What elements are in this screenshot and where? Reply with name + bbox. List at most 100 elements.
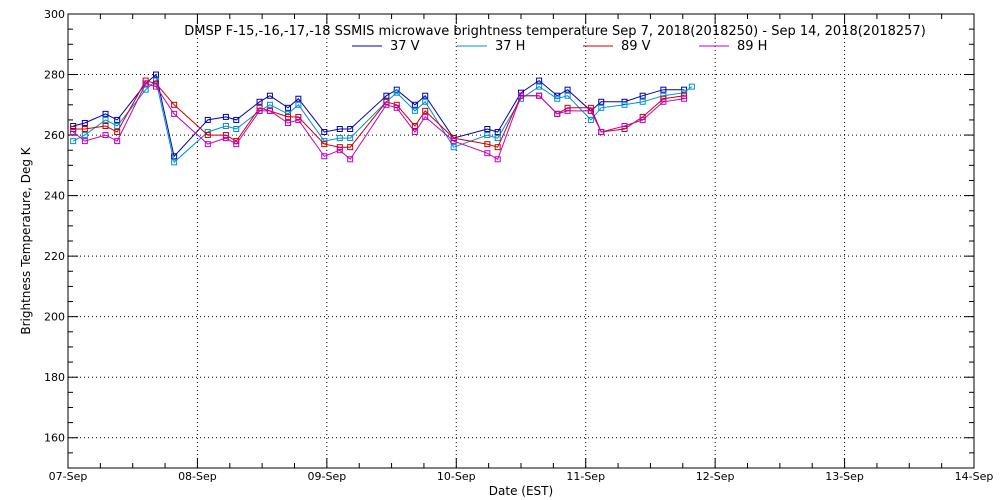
data-point-89-v	[587, 104, 594, 111]
y-tick-label: 280	[44, 69, 65, 82]
data-point-89-v	[621, 126, 628, 133]
x-axis-label: Date (EST)	[489, 484, 553, 498]
data-point-89-h	[422, 113, 429, 120]
data-point-89-h	[639, 116, 646, 123]
data-point-89-h	[598, 129, 605, 136]
legend: 37 V 37 H 89 V 89 H	[352, 39, 767, 54]
x-tick-label: 10-Sep	[437, 470, 476, 483]
data-point-37-v	[102, 110, 109, 117]
data-point-89-h	[383, 101, 390, 108]
x-tick-label: 08-Sep	[178, 470, 217, 483]
x-tick-label: 07-Sep	[49, 470, 88, 483]
y-tick-label: 160	[44, 432, 65, 445]
data-point-89-v	[81, 126, 88, 133]
data-point-37-v	[114, 116, 121, 123]
data-point-37-h	[347, 135, 354, 142]
data-point-37-v	[285, 104, 292, 111]
data-point-89-h	[347, 156, 354, 163]
y-axis-label: Brightness Temperature, Deg K	[19, 146, 33, 334]
y-tick-label: 240	[44, 190, 65, 203]
data-point-37-v	[484, 126, 491, 133]
data-point-89-h	[336, 147, 343, 154]
x-tick-label: 13-Sep	[825, 470, 864, 483]
data-point-89-h	[536, 92, 543, 99]
data-point-89-h	[660, 98, 667, 105]
data-point-89-v	[411, 122, 418, 129]
data-point-37-v	[383, 92, 390, 99]
data-point-37-v	[233, 116, 240, 123]
data-point-37-h	[536, 83, 543, 90]
data-point-37-h	[102, 116, 109, 123]
data-point-37-h	[114, 122, 121, 129]
data-point-37-v	[422, 92, 429, 99]
data-point-89-h	[222, 135, 229, 142]
series-line-37-v	[73, 73, 685, 158]
data-point-89-h	[256, 107, 263, 114]
data-point-37-h	[587, 116, 594, 123]
data-point-37-v	[256, 98, 263, 105]
axis-ticks: 07-Sep 08-Sep 09-Sep 10-Sep 11-Sep 12-Sep 13-S…	[44, 8, 993, 483]
data-point-89-h	[233, 141, 240, 148]
data-point-89-h	[70, 129, 77, 136]
data-point-89-h	[266, 107, 273, 114]
data-point-37-h	[81, 132, 88, 139]
data-point-89-h	[153, 83, 160, 90]
data-point-89-v	[564, 104, 571, 111]
data-series	[70, 71, 695, 166]
data-point-89-h	[295, 116, 302, 123]
data-point-89-v	[681, 92, 688, 99]
data-point-37-v	[660, 86, 667, 93]
x-tick-label: 11-Sep	[566, 470, 605, 483]
data-point-89-v	[484, 141, 491, 148]
data-point-37-v	[536, 77, 543, 84]
y-tick-label: 300	[44, 8, 65, 21]
data-point-89-v	[422, 107, 429, 114]
x-tick-label: 12-Sep	[696, 470, 735, 483]
data-point-37-v	[266, 92, 273, 99]
data-point-37-v	[347, 126, 354, 133]
data-point-37-h	[598, 104, 605, 111]
data-point-37-v	[204, 116, 211, 123]
data-point-89-v	[171, 101, 178, 108]
data-point-89-h	[321, 153, 328, 160]
data-point-37-h	[266, 101, 273, 108]
data-point-89-h	[681, 95, 688, 102]
data-point-37-v	[518, 89, 524, 96]
data-point-89-h	[518, 92, 524, 99]
data-point-89-h	[554, 110, 561, 117]
y-tick-label: 260	[44, 129, 65, 142]
data-point-89-h	[171, 110, 178, 117]
data-point-89-h	[411, 129, 418, 136]
data-point-89-h	[114, 138, 121, 145]
data-point-89-h	[142, 80, 149, 87]
data-point-37-h	[484, 132, 491, 139]
data-point-89-h	[393, 104, 400, 111]
data-point-89-h	[621, 122, 628, 129]
data-point-37-h	[554, 95, 561, 102]
legend-label-89-v: 89 V	[621, 39, 651, 54]
x-tick-label: 14-Sep	[955, 470, 994, 483]
data-point-37-h	[494, 135, 501, 142]
y-tick-label: 180	[44, 371, 65, 384]
data-point-37-h	[336, 135, 343, 142]
data-point-89-v	[494, 144, 501, 151]
data-point-37-h	[233, 126, 240, 133]
data-point-89-h	[494, 156, 501, 163]
data-point-89-h	[450, 138, 457, 145]
x-tick-label: 09-Sep	[308, 470, 347, 483]
data-point-89-v	[114, 129, 121, 136]
y-tick-label: 220	[44, 250, 65, 263]
data-point-37-v	[336, 126, 343, 133]
data-point-89-v	[383, 98, 390, 105]
data-point-37-v	[494, 129, 501, 136]
data-point-37-h	[295, 101, 302, 108]
data-point-89-v	[222, 132, 229, 139]
data-point-89-h	[484, 150, 491, 157]
data-point-37-h	[393, 89, 400, 96]
legend-label-37-v: 37 V	[390, 39, 420, 54]
data-point-89-h	[102, 132, 109, 139]
legend-label-89-h: 89 H	[737, 39, 767, 54]
data-point-89-v	[321, 141, 328, 148]
